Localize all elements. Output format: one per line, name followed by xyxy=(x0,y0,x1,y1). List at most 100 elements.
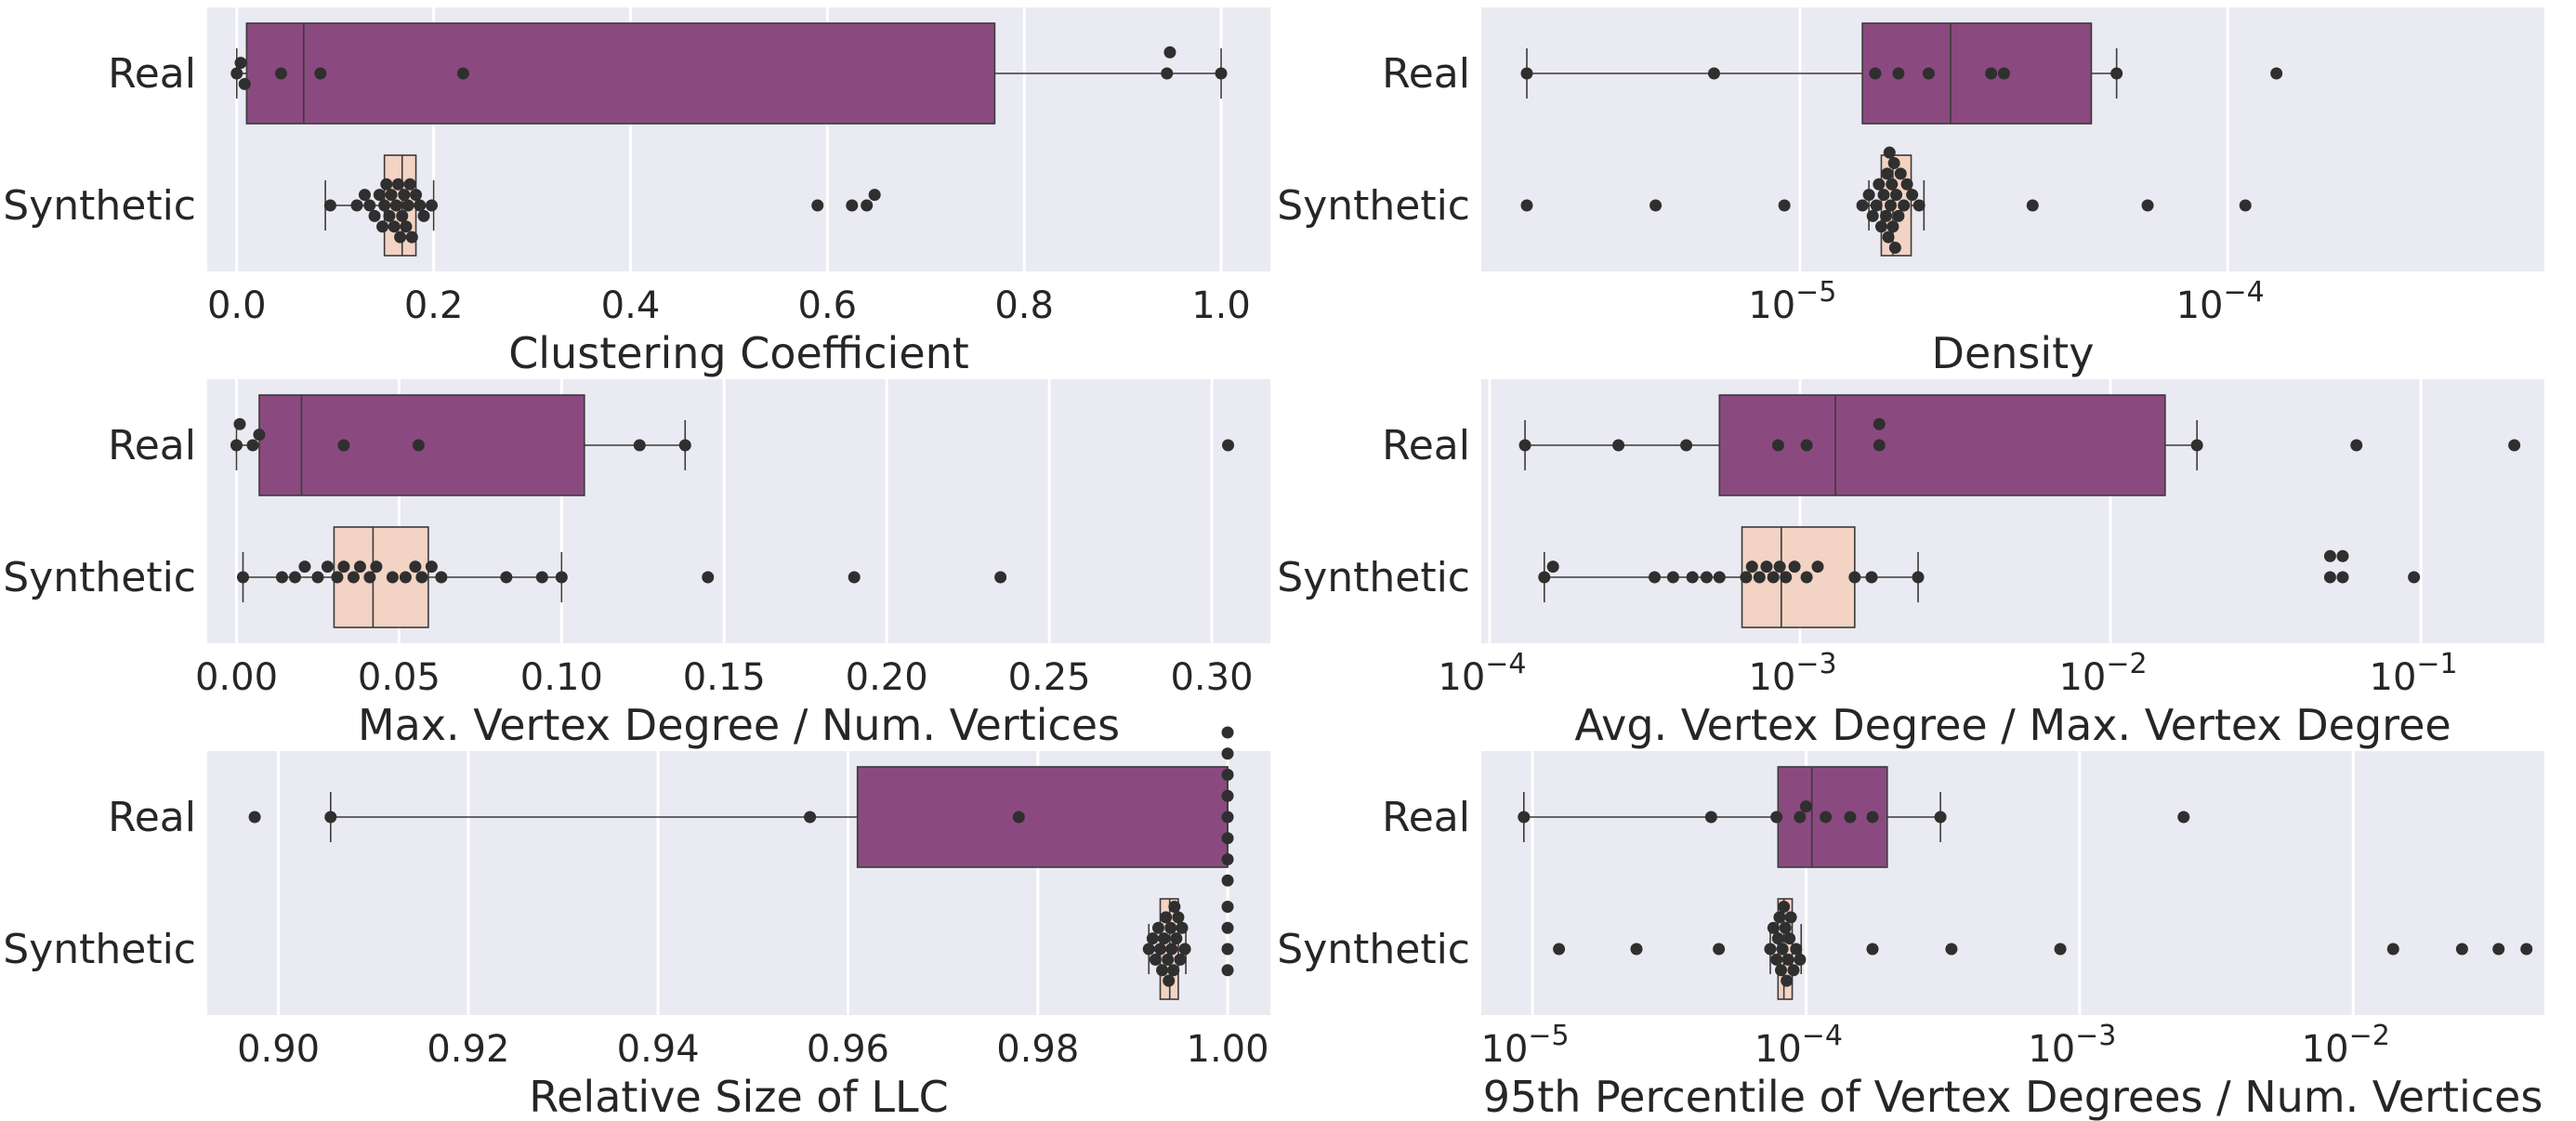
data-point xyxy=(1760,560,1773,574)
data-point xyxy=(1178,943,1191,956)
data-point xyxy=(1781,953,1794,966)
data-point xyxy=(376,220,389,233)
category-label: Synthetic xyxy=(3,182,196,230)
data-point xyxy=(1161,67,1174,80)
panel-1: Real Synthetic 0.0 0.2 0.4 0.6 0.8 1.0 Clusterin… xyxy=(3,7,1270,378)
data-point xyxy=(1922,67,1935,80)
data-point xyxy=(1862,189,1875,202)
data-point xyxy=(555,571,568,584)
data-point xyxy=(804,811,817,824)
data-point xyxy=(383,209,396,222)
data-point xyxy=(353,560,366,574)
data-point xyxy=(2350,439,2363,452)
tick-base: 10 xyxy=(2370,656,2417,699)
data-point xyxy=(373,189,386,202)
series-real xyxy=(1520,22,2283,125)
data-point xyxy=(399,571,412,584)
data-point xyxy=(1779,921,1792,934)
data-point xyxy=(230,67,243,80)
data-point xyxy=(1142,943,1155,956)
data-point xyxy=(2408,571,2421,584)
data-point xyxy=(1221,769,1234,781)
category-label: Synthetic xyxy=(1277,926,1470,973)
data-point xyxy=(1776,943,1789,956)
data-point xyxy=(1997,67,2010,80)
data-point xyxy=(324,811,337,824)
data-point xyxy=(234,57,247,70)
category-label: Synthetic xyxy=(3,926,196,973)
x-axis-title: Max. Vertex Degree / Num. Vertices xyxy=(358,700,1120,750)
data-point xyxy=(1906,189,1919,202)
data-point xyxy=(1882,231,1895,244)
data-point xyxy=(1848,571,1861,584)
data-point xyxy=(1538,571,1551,584)
tick-base: 10 xyxy=(1748,656,1795,699)
tick-exponent: −3 xyxy=(1795,648,1836,680)
data-point xyxy=(535,571,548,584)
tick-label: 0.05 xyxy=(358,656,440,699)
category-label: Synthetic xyxy=(1277,554,1470,601)
data-point xyxy=(1215,67,1228,80)
data-point xyxy=(1781,974,1794,987)
tick-label: 0.20 xyxy=(846,656,928,699)
data-point xyxy=(1767,921,1780,934)
data-point xyxy=(846,199,859,212)
data-point xyxy=(253,429,266,442)
tick-label: 0.96 xyxy=(807,1028,889,1071)
data-point xyxy=(426,199,439,212)
data-point xyxy=(288,571,301,584)
tick-label: 0.0 xyxy=(207,284,267,327)
data-point xyxy=(1880,209,1893,222)
tick-exponent: −2 xyxy=(2349,1020,2390,1052)
data-point xyxy=(1778,199,1791,212)
data-point xyxy=(386,571,399,584)
category-label: Real xyxy=(1382,794,1470,841)
data-point xyxy=(350,199,363,212)
tick-label: 1.00 xyxy=(1187,1028,1269,1071)
data-point xyxy=(1704,811,1717,824)
tick-exponent: −4 xyxy=(1485,648,1526,680)
data-point xyxy=(1012,811,1025,824)
data-point xyxy=(1221,901,1234,913)
data-point xyxy=(337,560,350,574)
data-point xyxy=(385,189,398,202)
tick-exponent: −2 xyxy=(2106,648,2147,680)
data-point xyxy=(1520,199,1533,212)
tick-exponent: −3 xyxy=(2075,1020,2116,1052)
data-point xyxy=(1753,571,1766,584)
tick-label: 0.4 xyxy=(601,284,661,327)
data-point xyxy=(1811,560,1824,574)
data-point xyxy=(1866,943,1879,956)
data-point xyxy=(405,231,418,244)
data-point xyxy=(1934,811,1947,824)
data-point xyxy=(1680,439,1693,452)
data-point xyxy=(314,67,327,80)
data-point xyxy=(1160,911,1173,924)
data-point xyxy=(1163,974,1176,987)
data-point xyxy=(1881,167,1894,180)
series-real xyxy=(1518,766,2190,868)
data-point xyxy=(1784,911,1797,924)
data-point xyxy=(2323,549,2336,562)
data-point xyxy=(389,199,402,212)
tick-label: 10−2 xyxy=(2302,1020,2390,1071)
data-point xyxy=(425,560,438,574)
data-point xyxy=(400,220,413,233)
data-point xyxy=(1167,964,1180,977)
data-point xyxy=(311,571,324,584)
data-point xyxy=(1156,964,1169,977)
data-point xyxy=(1686,571,1699,584)
tick-exponent: −5 xyxy=(1528,1020,1569,1052)
plot-area xyxy=(1481,751,2544,1015)
data-point xyxy=(388,220,401,233)
data-point xyxy=(1745,560,1758,574)
x-axis-title: Clustering Coefficient xyxy=(508,328,969,378)
data-point xyxy=(363,571,376,584)
category-label: Real xyxy=(1382,50,1470,98)
data-point xyxy=(347,571,360,584)
data-point xyxy=(398,189,411,202)
data-point xyxy=(1773,560,1786,574)
data-point xyxy=(500,571,513,584)
